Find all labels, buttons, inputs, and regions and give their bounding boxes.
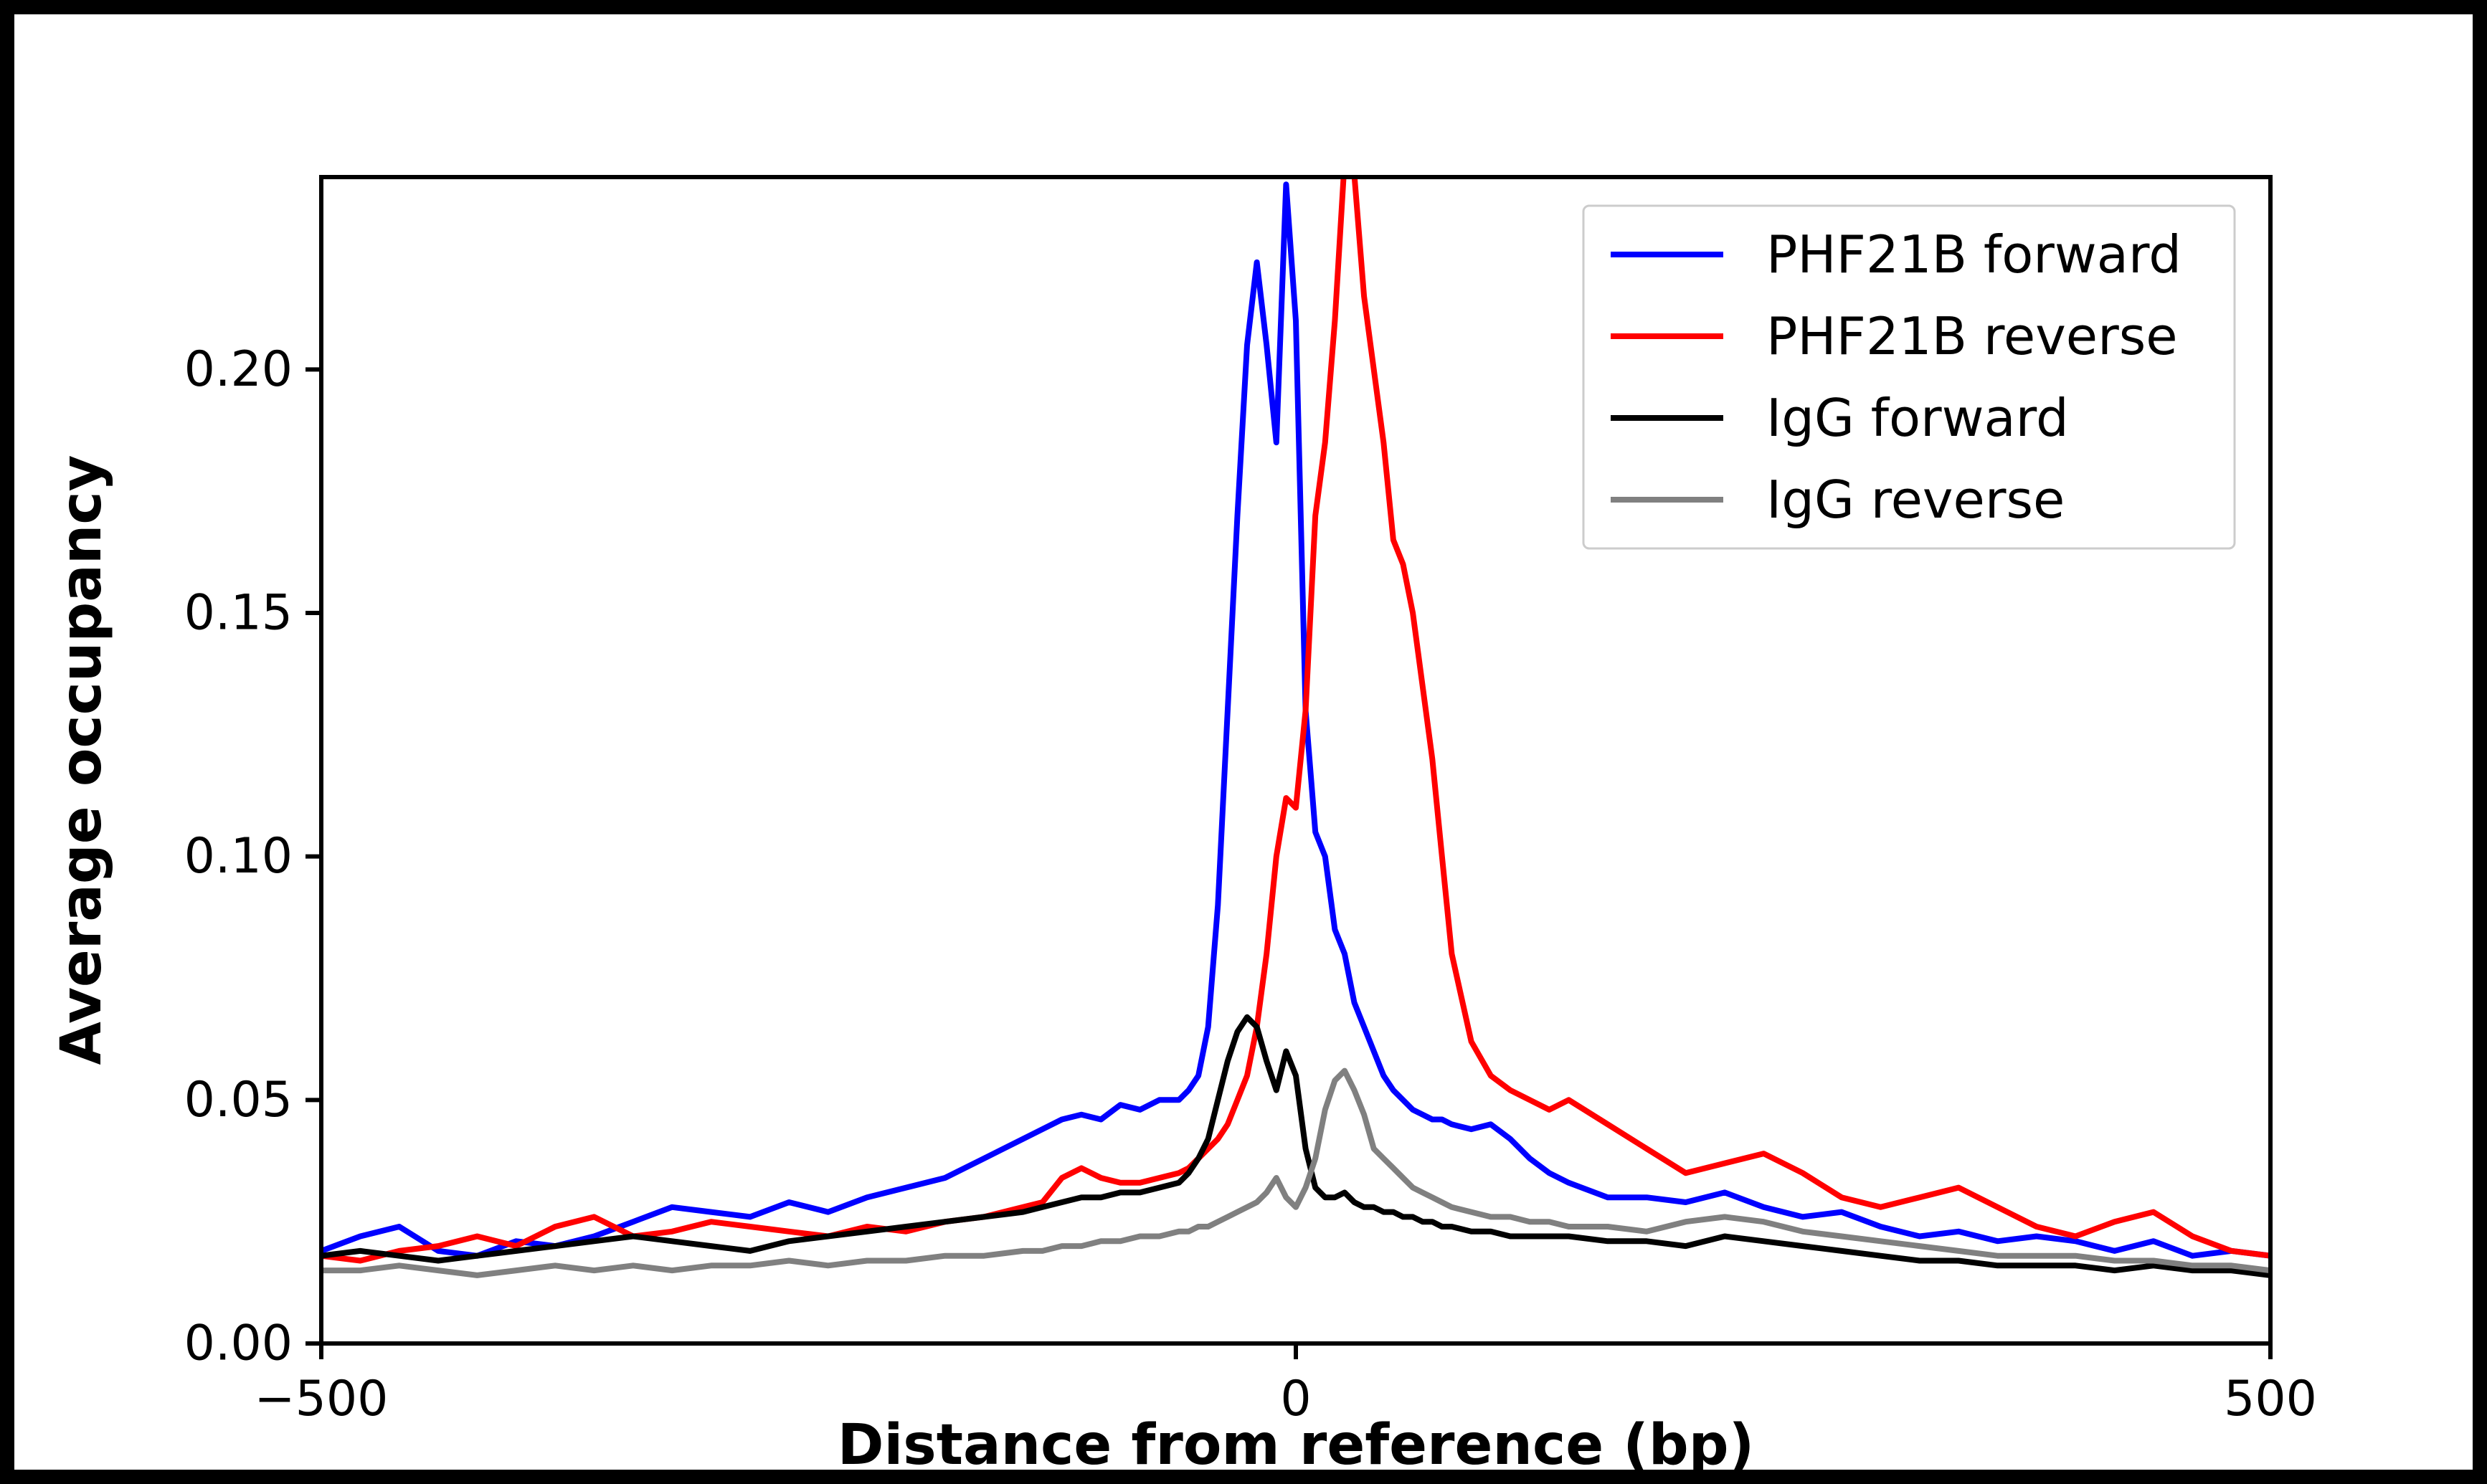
- plot-area: −500 0 500 0.00 0.05 0.10 0.15 0.20: [184, 175, 2317, 1427]
- legend-entry-label: PHF21B reverse: [1766, 306, 2178, 366]
- series-line-igg-forward: [321, 1014, 2270, 1278]
- x-tick-label: 0: [1280, 1371, 1311, 1427]
- y-tick-label: 0.05: [184, 1072, 293, 1128]
- y-tick-label: 0.10: [184, 828, 293, 885]
- y-tick-label: 0.00: [184, 1316, 293, 1372]
- legend: PHF21B forward PHF21B reverse IgG forward I…: [1582, 204, 2236, 550]
- legend-entry-label: IgG forward: [1766, 388, 2069, 448]
- legend-entry-label: PHF21B forward: [1766, 224, 2182, 285]
- y-tick-label: 0.20: [184, 341, 293, 398]
- legend-box: [1582, 204, 2236, 550]
- y-tick-label: 0.15: [184, 585, 293, 642]
- series-line-igg-reverse: [321, 1067, 2270, 1278]
- series-group: [321, 177, 2270, 1278]
- x-axis-title: Distance from reference (bp): [838, 1413, 1754, 1478]
- x-tick-label: 500: [2224, 1371, 2317, 1427]
- x-tick-label: −500: [255, 1371, 389, 1427]
- legend-entry-label: IgG reverse: [1766, 470, 2065, 530]
- axes-spines: [319, 175, 2273, 1346]
- y-axis-title: Average occupancy: [49, 455, 114, 1065]
